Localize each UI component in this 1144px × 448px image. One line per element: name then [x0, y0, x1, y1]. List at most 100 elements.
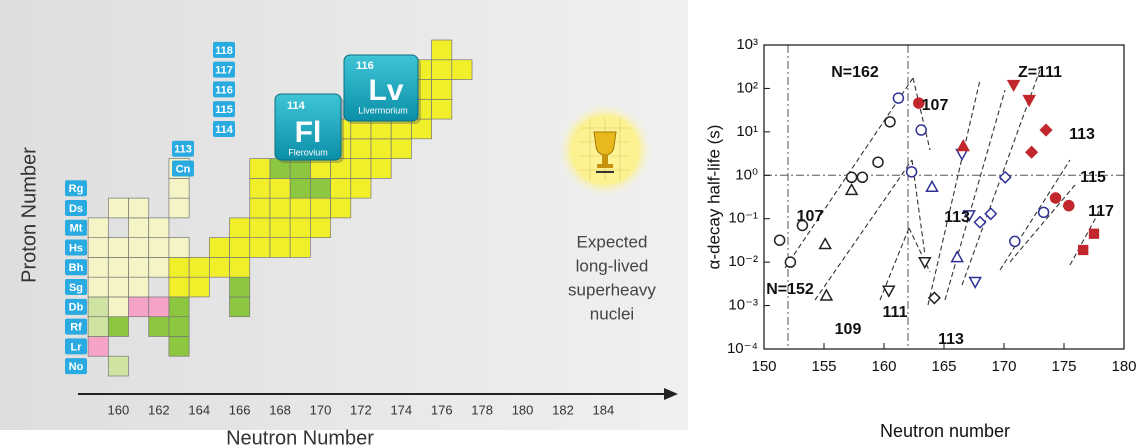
annotation: 113	[1069, 126, 1095, 143]
element-label: 118	[215, 45, 233, 57]
nuclide-cell	[128, 197, 150, 219]
nuclide-cell	[168, 257, 190, 278]
x-ticks: 160 162 164 166 168 170 172 174 176 178 180 182 184	[108, 402, 615, 417]
nuclide-cell	[350, 158, 372, 179]
data-point	[796, 219, 809, 232]
nuclide-cell	[87, 237, 109, 258]
trophy	[557, 102, 653, 198]
x-tick-label: 164	[188, 402, 210, 417]
element-label: Mt	[70, 223, 83, 235]
element-label: No	[69, 361, 84, 373]
nuclide-cell	[168, 336, 190, 357]
x-tick-label: 172	[350, 402, 372, 417]
y-tick-label: 10⁻²	[728, 253, 758, 270]
nuclide-cell	[87, 257, 109, 278]
element-label-box	[65, 259, 87, 276]
nuclide-cell	[431, 98, 453, 120]
x-tick-label: 184	[593, 402, 615, 417]
data-point	[882, 285, 896, 298]
nuclide-cell	[107, 355, 129, 377]
x-tick-label: 175	[1051, 358, 1076, 375]
element-label: 117	[215, 65, 233, 77]
nuclide-cell	[208, 257, 230, 278]
annotation: 107	[797, 208, 824, 225]
annotation: 113	[938, 331, 964, 348]
data-point	[1009, 235, 1021, 248]
x-tick-label: 166	[229, 402, 251, 417]
data-point	[845, 171, 858, 184]
nuclide-cell	[330, 178, 352, 199]
data-point	[856, 171, 869, 184]
data-point	[1078, 244, 1089, 256]
data-point	[892, 92, 905, 104]
element-label-box	[65, 239, 87, 256]
nuclide-cell	[87, 336, 109, 357]
nuclide-cell	[431, 39, 453, 61]
x-tick-label: 155	[811, 358, 836, 375]
element-label-box	[65, 358, 87, 375]
note-line: nuclei	[590, 304, 634, 323]
nuclide-cell	[249, 217, 271, 238]
fit-line	[927, 79, 981, 306]
data-point	[968, 276, 982, 289]
fit-line	[944, 89, 1006, 301]
nuclide-cell	[168, 237, 190, 258]
x-tick-label: 170	[310, 402, 332, 417]
nuclide-cell	[229, 257, 251, 278]
fit-lines	[784, 69, 1101, 306]
nuclide-cell	[229, 217, 251, 238]
data-point	[1022, 94, 1036, 108]
x-axis-title: Neutron number	[880, 421, 1010, 441]
nuclide-cell	[87, 296, 109, 318]
data-point	[784, 256, 797, 268]
element-label-box	[213, 101, 235, 118]
data-point	[773, 234, 786, 246]
annotation: 109	[835, 321, 862, 338]
nuclide-cell	[107, 276, 129, 298]
note-line: superheavy	[568, 280, 656, 299]
x-tick-label: 160	[871, 358, 896, 375]
nuclide-cell	[350, 178, 372, 199]
nuclide-cell	[350, 138, 372, 159]
x-tick-label: 168	[269, 402, 291, 417]
x-tick-label: 180	[1111, 358, 1136, 375]
data-point	[1039, 123, 1053, 137]
nuclide-cell	[148, 316, 170, 337]
x-tick-label: 165	[931, 358, 956, 375]
highlight-name: Flerovium	[288, 147, 328, 157]
highlight-name: Livermorium	[358, 105, 408, 115]
nuclide-cell	[310, 178, 331, 199]
plot-frame	[763, 44, 1125, 350]
y-tick-label: 10⁻⁴	[727, 340, 758, 357]
y-tick-label: 10⁻¹	[728, 210, 758, 227]
ticks: 150 155 160 165 170 175 180 10³ 10² 10¹ 10⁰ 10⁻¹ 10⁻…	[727, 36, 1137, 375]
nuclide-cell	[229, 296, 251, 318]
nuclide-cell	[188, 257, 210, 278]
x-tick-label: 176	[431, 402, 453, 417]
nuclide-cell	[128, 237, 150, 258]
annotation: Z=111	[1018, 64, 1062, 81]
nuclide-cell	[87, 276, 109, 298]
fit-line	[912, 77, 931, 151]
nuclide-cell	[269, 178, 291, 199]
fit-line	[1069, 209, 1101, 266]
data-point	[973, 215, 987, 229]
data-point	[998, 170, 1012, 184]
nuclide-cell	[370, 138, 392, 159]
data-point	[819, 288, 834, 301]
annotation: 107	[922, 97, 949, 114]
x-tick-label: 150	[751, 358, 776, 375]
x-tick-label: 162	[148, 402, 170, 417]
nuclide-cell	[431, 79, 453, 100]
element-label: 116	[215, 84, 233, 96]
highlight-symbol: Lv	[368, 74, 403, 107]
y-tick-label: 10²	[736, 79, 758, 96]
note-line: long-lived	[576, 256, 649, 275]
nuclide-cell	[168, 296, 190, 318]
nuclide-panel: No Lr Rf Db Sg Bh Hs Mt Ds Rg Cn 113 114 115 116 117 118…	[0, 0, 688, 448]
reference-lines	[764, 45, 1124, 349]
annotation: 113	[944, 209, 970, 226]
element-label-box	[213, 61, 235, 78]
nuclide-cell	[107, 237, 129, 258]
data-point	[872, 156, 884, 168]
